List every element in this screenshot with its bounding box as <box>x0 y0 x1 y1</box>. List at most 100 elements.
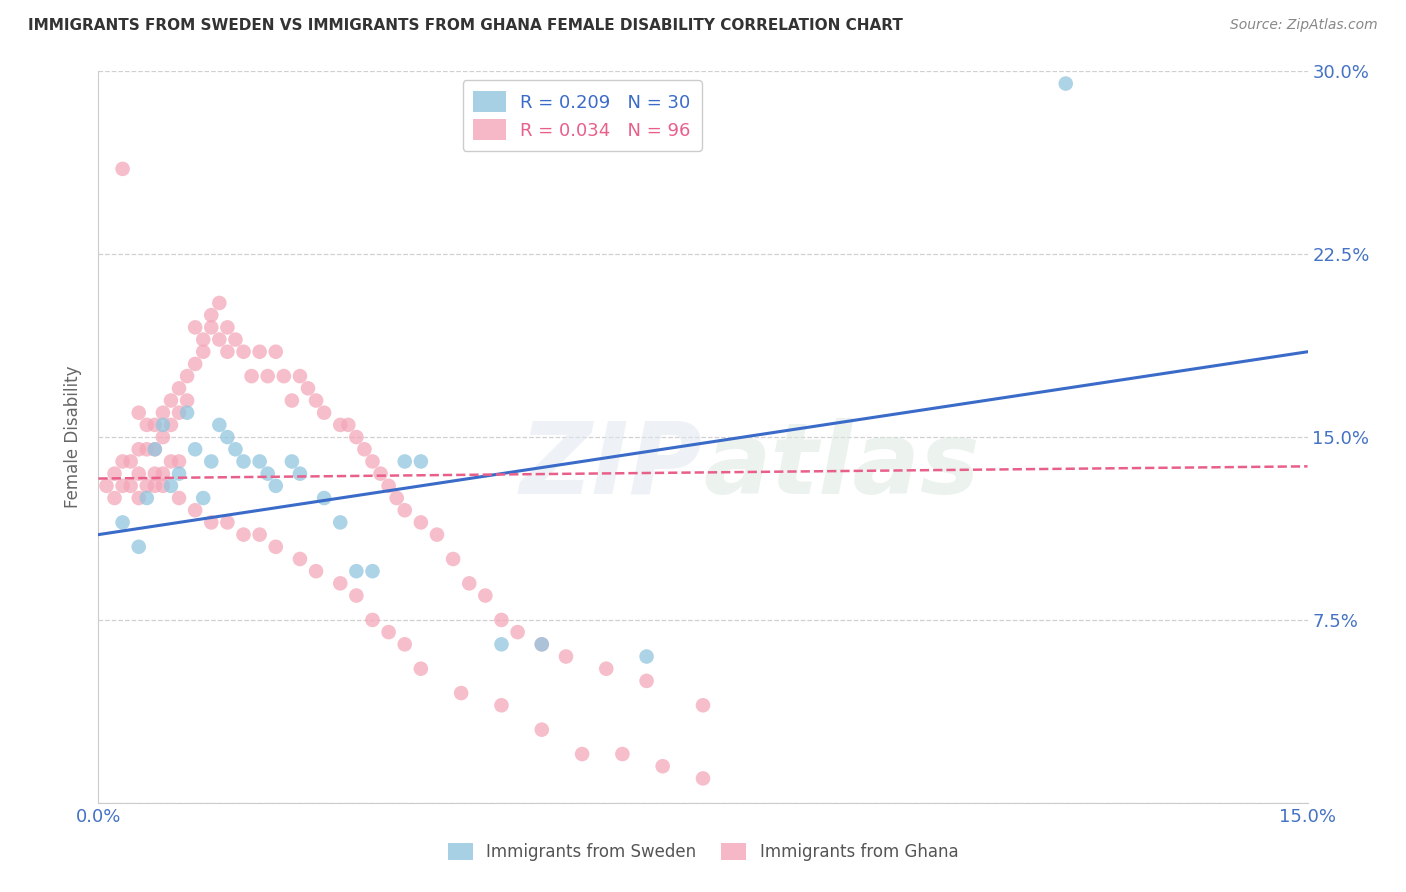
Text: ZIP: ZIP <box>520 417 703 515</box>
Point <box>176 369 198 384</box>
Point <box>385 491 408 505</box>
Point <box>249 454 271 468</box>
Point <box>208 417 231 432</box>
Point <box>353 442 375 457</box>
Point <box>249 344 271 359</box>
Point <box>224 333 246 347</box>
Point <box>152 479 174 493</box>
Point <box>103 491 125 505</box>
Point <box>264 479 287 493</box>
Point <box>143 467 166 481</box>
Point <box>692 772 714 786</box>
Point <box>409 662 432 676</box>
Point <box>450 686 472 700</box>
Point <box>193 333 215 347</box>
Point <box>184 357 207 371</box>
Point <box>96 479 118 493</box>
Point <box>200 516 222 530</box>
Point <box>281 454 304 468</box>
Point <box>288 552 311 566</box>
Point <box>281 393 304 408</box>
Point <box>232 344 254 359</box>
Point <box>176 406 198 420</box>
Point <box>474 589 496 603</box>
Point <box>111 516 134 530</box>
Point <box>160 454 183 468</box>
Point <box>135 479 157 493</box>
Point <box>692 698 714 713</box>
Point <box>1054 77 1077 91</box>
Point <box>651 759 673 773</box>
Point <box>491 613 513 627</box>
Point <box>337 417 360 432</box>
Point <box>329 576 352 591</box>
Legend: Immigrants from Sweden, Immigrants from Ghana: Immigrants from Sweden, Immigrants from … <box>441 836 965 868</box>
Y-axis label: Female Disability: Female Disability <box>65 366 83 508</box>
Point <box>571 747 593 761</box>
Point <box>344 589 367 603</box>
Point <box>409 454 432 468</box>
Point <box>530 637 553 651</box>
Point <box>232 454 254 468</box>
Point <box>426 527 449 541</box>
Point <box>120 479 142 493</box>
Point <box>184 503 207 517</box>
Point <box>193 491 215 505</box>
Point <box>249 527 271 541</box>
Point <box>491 698 513 713</box>
Point <box>394 454 416 468</box>
Point <box>111 161 134 176</box>
Point <box>128 467 150 481</box>
Point <box>256 369 278 384</box>
Point <box>135 417 157 432</box>
Point <box>143 479 166 493</box>
Point <box>264 344 287 359</box>
Point <box>128 540 150 554</box>
Point <box>143 442 166 457</box>
Point <box>506 625 529 640</box>
Point <box>103 467 125 481</box>
Point <box>200 308 222 322</box>
Point <box>297 381 319 395</box>
Point <box>143 417 166 432</box>
Point <box>200 454 222 468</box>
Point <box>530 637 553 651</box>
Point <box>184 320 207 334</box>
Point <box>217 516 239 530</box>
Point <box>208 333 231 347</box>
Point <box>314 406 336 420</box>
Point <box>344 564 367 578</box>
Point <box>288 467 311 481</box>
Point <box>208 296 231 310</box>
Point <box>128 442 150 457</box>
Point <box>217 430 239 444</box>
Point <box>152 406 174 420</box>
Point <box>128 491 150 505</box>
Point <box>305 393 328 408</box>
Text: IMMIGRANTS FROM SWEDEN VS IMMIGRANTS FROM GHANA FEMALE DISABILITY CORRELATION CH: IMMIGRANTS FROM SWEDEN VS IMMIGRANTS FRO… <box>28 18 903 33</box>
Point <box>240 369 263 384</box>
Point <box>193 344 215 359</box>
Text: atlas: atlas <box>703 417 980 515</box>
Point <box>135 442 157 457</box>
Point <box>167 467 190 481</box>
Point <box>441 552 464 566</box>
Point <box>530 723 553 737</box>
Point <box>176 393 198 408</box>
Point <box>224 442 246 457</box>
Point <box>152 467 174 481</box>
Point <box>595 662 617 676</box>
Point <box>377 625 399 640</box>
Point <box>167 381 190 395</box>
Point <box>160 417 183 432</box>
Point <box>491 637 513 651</box>
Point <box>305 564 328 578</box>
Text: Source: ZipAtlas.com: Source: ZipAtlas.com <box>1230 18 1378 32</box>
Point <box>143 442 166 457</box>
Point <box>273 369 295 384</box>
Point <box>152 430 174 444</box>
Point <box>232 527 254 541</box>
Point <box>288 369 311 384</box>
Point <box>394 503 416 517</box>
Point <box>394 637 416 651</box>
